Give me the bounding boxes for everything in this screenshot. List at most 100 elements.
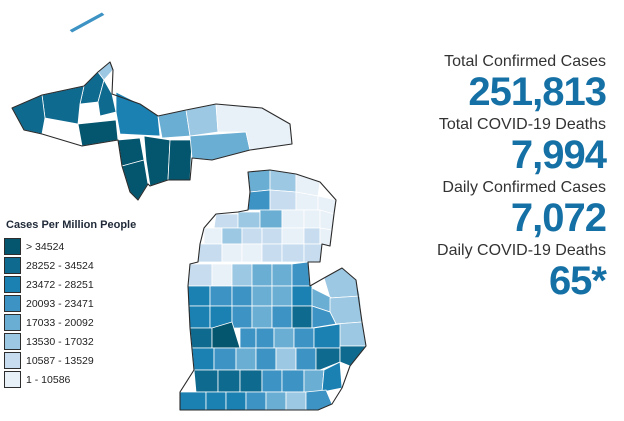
county-isabella[interactable] bbox=[251, 263, 273, 287]
county-tuscola[interactable] bbox=[291, 285, 313, 307]
stat-value: 65* bbox=[548, 259, 607, 303]
county-iron[interactable] bbox=[77, 119, 119, 147]
county-macomb[interactable] bbox=[315, 347, 341, 371]
county-calhoun[interactable] bbox=[235, 347, 257, 371]
county-cass-south[interactable] bbox=[205, 391, 227, 411]
county-oceana[interactable] bbox=[187, 285, 211, 307]
stat-label: Daily Confirmed Cases bbox=[442, 179, 606, 196]
county-delta[interactable] bbox=[143, 135, 171, 187]
covid-stats-panel: Total Confirmed Cases 251,813 Total COVI… bbox=[416, 52, 607, 304]
county-jackson[interactable] bbox=[255, 347, 277, 371]
county-mecosta[interactable] bbox=[231, 263, 253, 287]
county-newaygo[interactable] bbox=[211, 263, 233, 287]
county-ingham[interactable] bbox=[273, 327, 295, 349]
county-sanilac[interactable] bbox=[329, 295, 363, 325]
county-st-joseph-south[interactable] bbox=[225, 391, 247, 411]
county-clinton[interactable] bbox=[251, 305, 273, 329]
county-ottawa[interactable] bbox=[189, 327, 213, 349]
county-hillsdale[interactable] bbox=[281, 369, 305, 393]
county-lenawee-south[interactable] bbox=[285, 391, 307, 411]
county-otsego[interactable] bbox=[269, 189, 297, 211]
county-saginaw-west[interactable] bbox=[251, 285, 273, 307]
county-arenac[interactable] bbox=[303, 243, 323, 263]
county-huron[interactable] bbox=[323, 267, 361, 299]
county-manistee[interactable] bbox=[197, 243, 223, 263]
county-midland[interactable] bbox=[271, 263, 293, 287]
county-lagrange-border[interactable] bbox=[179, 391, 207, 411]
county-st-clair[interactable] bbox=[335, 321, 367, 347]
county-livingston[interactable] bbox=[293, 327, 315, 349]
legend-label: 28252 - 34524 bbox=[26, 259, 94, 272]
stat-label: Total COVID-19 Deaths bbox=[438, 116, 606, 133]
county-charlevoix[interactable] bbox=[247, 189, 271, 211]
county-manistee-north[interactable] bbox=[221, 227, 243, 245]
county-lenawee[interactable] bbox=[303, 369, 325, 393]
county-ogemaw[interactable] bbox=[303, 227, 321, 245]
county-gladwin[interactable] bbox=[281, 243, 305, 263]
county-benzie[interactable] bbox=[203, 227, 223, 245]
legend-swatch bbox=[4, 314, 21, 331]
county-saginaw[interactable] bbox=[271, 285, 293, 307]
county-emmet[interactable] bbox=[247, 169, 271, 193]
stat-value: 7,994 bbox=[510, 133, 607, 177]
county-st-joseph[interactable] bbox=[239, 369, 263, 393]
county-keweenaw-island[interactable] bbox=[68, 11, 106, 34]
legend-item: 10587 - 13529 bbox=[4, 351, 164, 370]
county-missaukee[interactable] bbox=[261, 227, 283, 245]
county-branch[interactable] bbox=[261, 369, 283, 393]
county-bay[interactable] bbox=[291, 261, 311, 287]
county-genesee[interactable] bbox=[291, 305, 313, 329]
stat-value: 251,813 bbox=[468, 70, 607, 114]
legend-item: 28252 - 34524 bbox=[4, 256, 164, 275]
map-legend: Cases Per Million People > 34524 28252 -… bbox=[4, 219, 164, 389]
county-grand-traverse[interactable] bbox=[237, 211, 261, 229]
legend-items: > 34524 28252 - 34524 23472 - 28251 2009… bbox=[4, 237, 164, 389]
county-mackinac[interactable] bbox=[189, 131, 251, 161]
county-eaton[interactable] bbox=[255, 327, 275, 349]
legend-swatch bbox=[4, 352, 21, 369]
lower-peninsula-outline bbox=[179, 169, 367, 411]
county-washtenaw[interactable] bbox=[275, 347, 297, 371]
county-berrien[interactable] bbox=[193, 369, 219, 393]
legend-item: 20093 - 23471 bbox=[4, 294, 164, 313]
county-van-buren[interactable] bbox=[191, 347, 215, 371]
county-kalamazoo[interactable] bbox=[213, 347, 237, 371]
county-ontonagon[interactable] bbox=[41, 85, 85, 125]
county-schoolcraft[interactable] bbox=[167, 139, 193, 181]
county-branch-south[interactable] bbox=[245, 391, 267, 411]
legend-label: 20093 - 23471 bbox=[26, 297, 94, 310]
county-kalkaska[interactable] bbox=[259, 209, 283, 229]
county-monroe[interactable] bbox=[305, 389, 333, 411]
county-gratiot[interactable] bbox=[231, 285, 253, 307]
county-ionia[interactable] bbox=[231, 305, 253, 329]
county-barry[interactable] bbox=[239, 327, 257, 349]
county-wayne-west[interactable] bbox=[295, 347, 317, 371]
legend-item: 23472 - 28251 bbox=[4, 275, 164, 294]
county-montcalm[interactable] bbox=[209, 285, 233, 307]
stat-value: 7,072 bbox=[510, 196, 607, 240]
county-cass[interactable] bbox=[217, 369, 241, 393]
county-baraga[interactable] bbox=[97, 78, 117, 117]
county-clare[interactable] bbox=[261, 243, 283, 263]
county-alger[interactable] bbox=[157, 109, 191, 139]
county-mason[interactable] bbox=[187, 263, 213, 287]
legend-label: 13530 - 17032 bbox=[26, 335, 94, 348]
county-oakland[interactable] bbox=[313, 323, 341, 349]
county-marquette[interactable] bbox=[115, 91, 161, 137]
county-muskegon[interactable] bbox=[187, 305, 211, 329]
legend-item: 13530 - 17032 bbox=[4, 332, 164, 351]
county-shiawassee[interactable] bbox=[271, 305, 293, 329]
county-leelanau[interactable] bbox=[213, 213, 239, 229]
county-lake[interactable] bbox=[221, 243, 243, 263]
county-crawford[interactable] bbox=[281, 209, 305, 229]
county-wexford[interactable] bbox=[241, 227, 263, 245]
legend-label: > 34524 bbox=[26, 240, 65, 253]
stat-label: Total Confirmed Cases bbox=[444, 53, 606, 70]
county-osceola[interactable] bbox=[241, 243, 263, 263]
legend-swatch bbox=[4, 371, 21, 388]
legend-label: 23472 - 28251 bbox=[26, 278, 94, 291]
county-roscommon[interactable] bbox=[281, 227, 305, 245]
county-oscoda[interactable] bbox=[303, 209, 321, 229]
county-hillsdale-south[interactable] bbox=[265, 391, 287, 411]
